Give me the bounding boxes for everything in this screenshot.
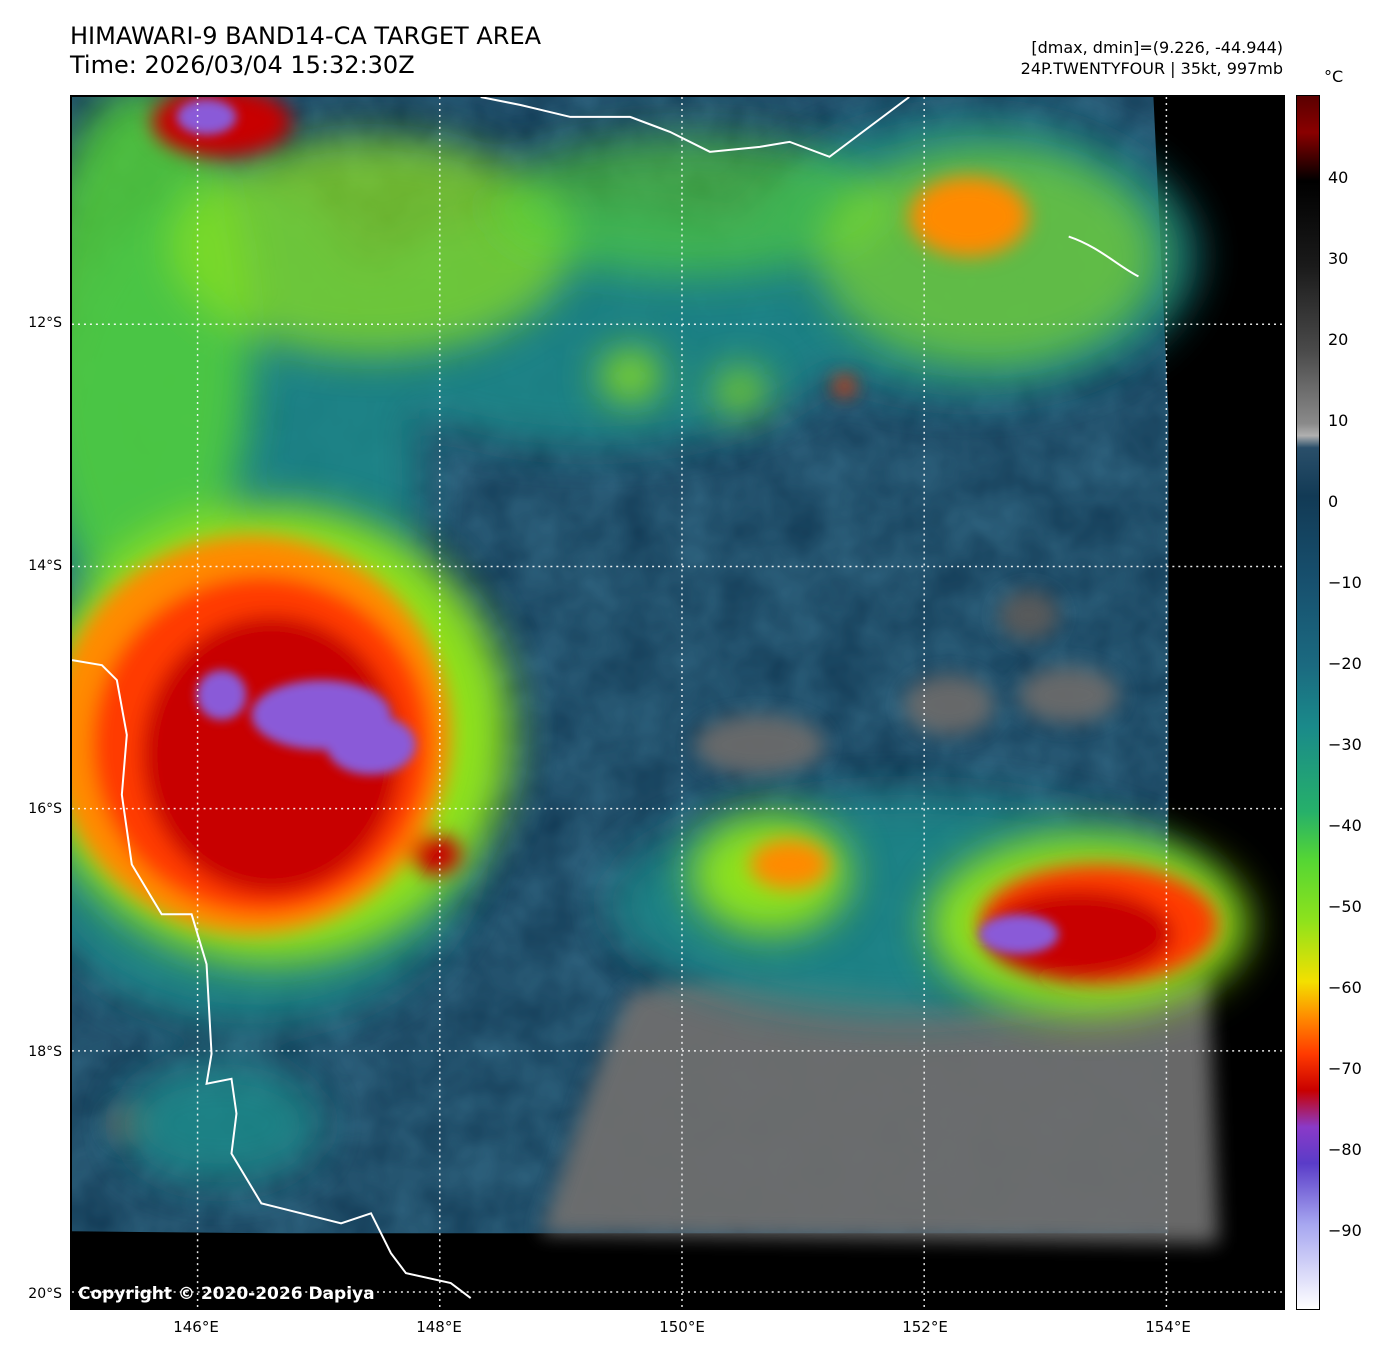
gridlines bbox=[72, 97, 1283, 1308]
colorbar-tick: 0 bbox=[1328, 492, 1339, 511]
storm-info-label: 24P.TWENTYFOUR | 35kt, 997mb bbox=[1020, 59, 1283, 78]
coastline bbox=[72, 659, 472, 1299]
colorbar bbox=[1296, 95, 1320, 1310]
lat-label: 16°S bbox=[28, 801, 62, 817]
lon-label: 146°E bbox=[173, 1318, 219, 1336]
colorbar-tick: 40 bbox=[1328, 168, 1349, 187]
coastline-north bbox=[480, 97, 910, 158]
clear-sky-regions bbox=[106, 590, 1219, 1244]
lat-label: 14°S bbox=[28, 558, 62, 574]
colorbar-tick: −60 bbox=[1328, 978, 1362, 997]
colorbar-tick: −70 bbox=[1328, 1059, 1362, 1078]
colorbar-tick: −30 bbox=[1328, 735, 1362, 754]
lon-label: 150°E bbox=[659, 1318, 705, 1336]
lon-label: 154°E bbox=[1145, 1318, 1191, 1336]
colorbar-tick: 30 bbox=[1328, 249, 1349, 268]
colorbar-tick: −20 bbox=[1328, 654, 1362, 673]
lat-label: 12°S bbox=[28, 315, 62, 331]
copyright-label: Copyright © 2020-2026 Dapiya bbox=[78, 1284, 375, 1304]
colorbar-tick: −50 bbox=[1328, 897, 1362, 916]
colorbar-tick: −90 bbox=[1328, 1221, 1362, 1240]
colorbar-tick: 20 bbox=[1328, 330, 1349, 349]
colorbar-tick: 10 bbox=[1328, 411, 1349, 430]
colorbar-unit: °C bbox=[1324, 67, 1344, 86]
image-time: Time: 2026/03/04 15:32:30Z bbox=[70, 51, 415, 79]
coldest-tops bbox=[176, 98, 1059, 955]
lon-label: 148°E bbox=[416, 1318, 462, 1336]
lat-label: 20°S bbox=[28, 1286, 62, 1302]
lat-label: 18°S bbox=[28, 1044, 62, 1060]
colorbar-tick: −80 bbox=[1328, 1140, 1362, 1159]
colorbar-tick: −40 bbox=[1328, 816, 1362, 835]
lon-label: 152°E bbox=[902, 1318, 948, 1336]
data-range-label: [dmax, dmin]=(9.226, -44.944) bbox=[1031, 38, 1283, 57]
image-title: HIMAWARI-9 BAND14-CA TARGET AREA bbox=[70, 22, 542, 50]
satellite-imagery bbox=[72, 97, 1283, 1308]
satellite-map: Copyright © 2020-2026 Dapiya bbox=[70, 95, 1285, 1310]
colorbar-tick: −10 bbox=[1328, 573, 1362, 592]
island-coast bbox=[1068, 235, 1139, 278]
